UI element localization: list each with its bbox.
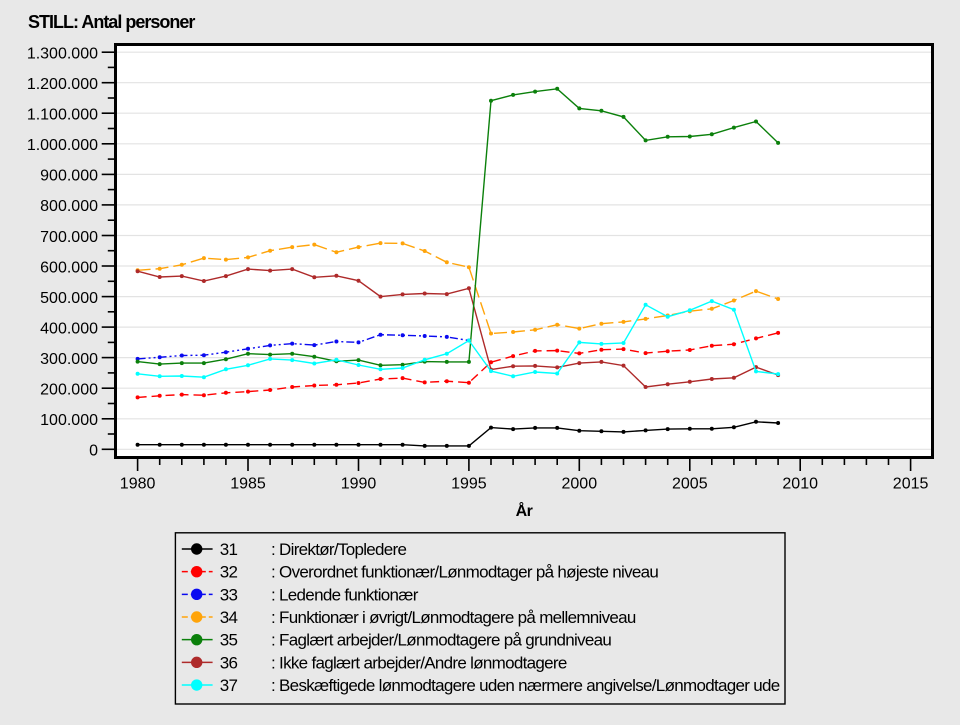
svg-text:2005: 2005 (672, 475, 708, 492)
svg-text:33: 33 (220, 585, 238, 604)
svg-text:: Overordnet funktionær/Lønmod: : Overordnet funktionær/Lønmodtager på h… (271, 563, 658, 582)
svg-text:31: 31 (220, 540, 238, 559)
svg-text:1.100.000: 1.100.000 (27, 107, 98, 124)
svg-text:2010: 2010 (782, 475, 818, 492)
svg-text:1980: 1980 (120, 475, 156, 492)
svg-text:: Ikke faglært arbejder/Andre: : Ikke faglært arbejder/Andre lønmodtage… (271, 653, 567, 672)
svg-text:1.300.000: 1.300.000 (27, 46, 98, 63)
svg-text:300.000: 300.000 (40, 351, 98, 368)
svg-text:0: 0 (89, 443, 98, 460)
svg-text:800.000: 800.000 (40, 198, 98, 215)
svg-text:2000: 2000 (562, 475, 598, 492)
svg-text:36: 36 (220, 653, 238, 672)
svg-text:35: 35 (220, 631, 238, 650)
svg-text:2015: 2015 (893, 475, 929, 492)
svg-text:37: 37 (220, 676, 238, 695)
svg-text:700.000: 700.000 (40, 229, 98, 246)
svg-text:1.200.000: 1.200.000 (27, 76, 98, 93)
svg-text:500.000: 500.000 (40, 290, 98, 307)
svg-text:1995: 1995 (451, 475, 487, 492)
svg-text:: Funktionær i øvrigt/Lønmodta: : Funktionær i øvrigt/Lønmodtagere på me… (271, 608, 636, 627)
svg-text:1985: 1985 (230, 475, 266, 492)
svg-text:: Direktør/Topledere: : Direktør/Topledere (271, 540, 407, 559)
svg-text:900.000: 900.000 (40, 168, 98, 185)
svg-text:1.000.000: 1.000.000 (27, 137, 98, 154)
svg-text:År: År (516, 501, 533, 520)
svg-text:34: 34 (220, 608, 238, 627)
svg-text:32: 32 (220, 563, 238, 582)
svg-text:1990: 1990 (341, 475, 377, 492)
svg-text:200.000: 200.000 (40, 382, 98, 399)
svg-text:: Ledende funktionær: : Ledende funktionær (271, 585, 419, 604)
svg-text:: Faglært arbejder/Lønmodtager: : Faglært arbejder/Lønmodtagere på grund… (271, 631, 611, 650)
svg-text:600.000: 600.000 (40, 259, 98, 276)
svg-text:STILL: Antal personer: STILL: Antal personer (28, 12, 195, 32)
svg-text:400.000: 400.000 (40, 320, 98, 337)
svg-text:: Beskæftigede lønmodtagere ud: : Beskæftigede lønmodtagere uden nærmere… (271, 676, 780, 695)
svg-text:100.000: 100.000 (40, 412, 98, 429)
